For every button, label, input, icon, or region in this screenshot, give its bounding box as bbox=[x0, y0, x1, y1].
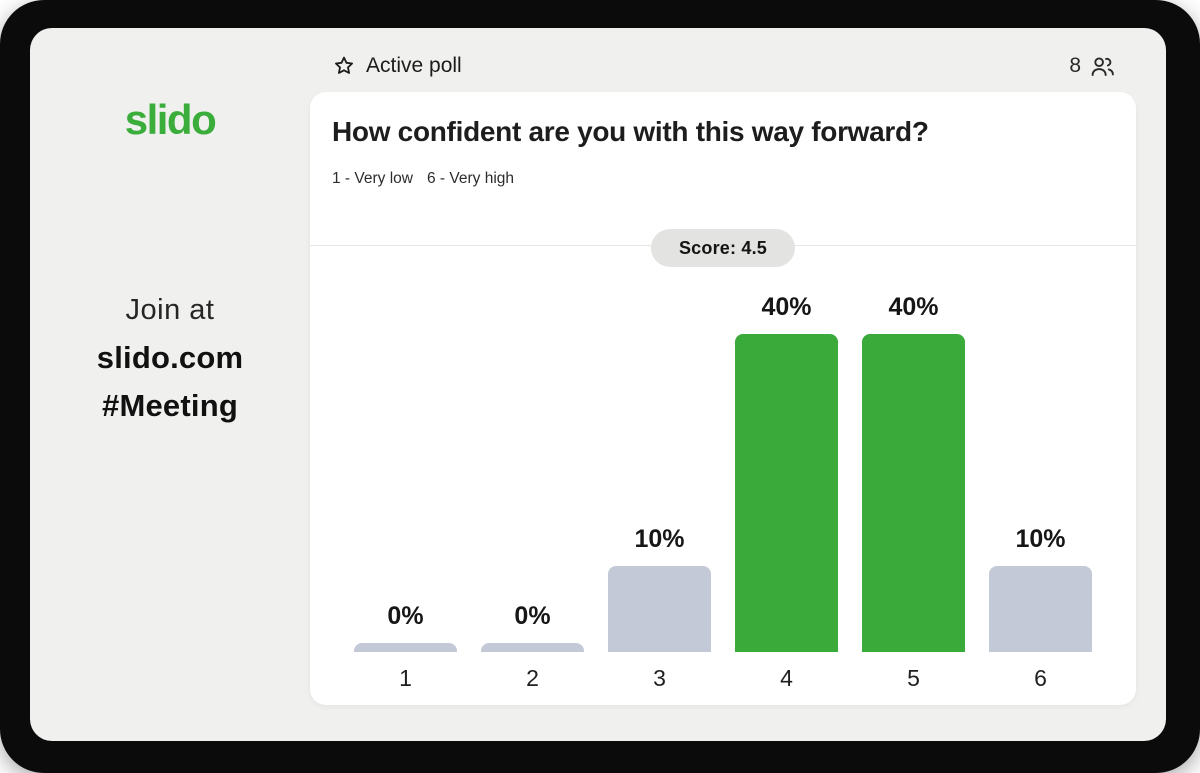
bar bbox=[735, 334, 838, 652]
bar-category-label: 6 bbox=[1034, 665, 1047, 691]
scale-max-hint: 6 - Very high bbox=[426, 170, 515, 187]
sidebar: slido Join at slido.com #Meeting bbox=[30, 28, 310, 741]
star-icon bbox=[332, 54, 356, 78]
bar-category-label: 2 bbox=[526, 665, 539, 691]
join-instructions: Join at slido.com #Meeting bbox=[30, 286, 310, 430]
join-at-label: Join at bbox=[125, 294, 215, 326]
people-icon bbox=[1089, 53, 1116, 80]
chart-column: 10% 3 bbox=[608, 282, 711, 693]
scale-hints: 1 - Very low 6 - Very high bbox=[332, 170, 514, 188]
bar-value-label: 10% bbox=[1015, 525, 1066, 553]
bar bbox=[989, 566, 1092, 652]
bar-category-label: 3 bbox=[653, 665, 666, 691]
slido-logo: slido bbox=[124, 96, 217, 143]
bar-category-label: 4 bbox=[780, 665, 793, 691]
bar-value-label: 40% bbox=[761, 293, 812, 321]
poll-question: How confident are you with this way forw… bbox=[332, 116, 929, 147]
presentation-panel: slido Join at slido.com #Meeting Active … bbox=[30, 28, 1166, 741]
bar-category-label: 5 bbox=[907, 665, 920, 691]
chart-column: 10% 6 bbox=[989, 282, 1092, 693]
bar-category-label: 1 bbox=[399, 665, 412, 691]
chart-column: 40% 4 bbox=[735, 282, 838, 693]
bar-value-label: 0% bbox=[387, 602, 424, 630]
scale-min-hint: 1 - Very low bbox=[332, 170, 413, 187]
chart-column: 0% 2 bbox=[481, 282, 584, 693]
bar-value-label: 0% bbox=[514, 602, 551, 630]
participants-count: 8 bbox=[1069, 54, 1081, 77]
event-code: #Meeting bbox=[102, 388, 238, 423]
bar-chart: 0% 1 0% 2 10% 3 40% 4 40% 5 10% 6 bbox=[310, 282, 1136, 693]
bar bbox=[608, 566, 711, 652]
score-badge: Score: 4.5 bbox=[650, 229, 796, 267]
chart-column: 0% 1 bbox=[354, 282, 457, 693]
participants-counter[interactable]: 8 bbox=[1069, 50, 1116, 82]
bar bbox=[862, 334, 965, 652]
bar-value-label: 10% bbox=[634, 525, 685, 553]
bar-value-label: 40% bbox=[888, 293, 939, 321]
bar bbox=[354, 643, 457, 652]
chart-column: 40% 5 bbox=[862, 282, 965, 693]
bar bbox=[481, 643, 584, 652]
poll-status-label: Active poll bbox=[366, 54, 462, 77]
poll-status: Active poll bbox=[332, 50, 462, 82]
join-url: slido.com bbox=[96, 340, 244, 375]
poll-card: How confident are you with this way forw… bbox=[310, 92, 1136, 705]
